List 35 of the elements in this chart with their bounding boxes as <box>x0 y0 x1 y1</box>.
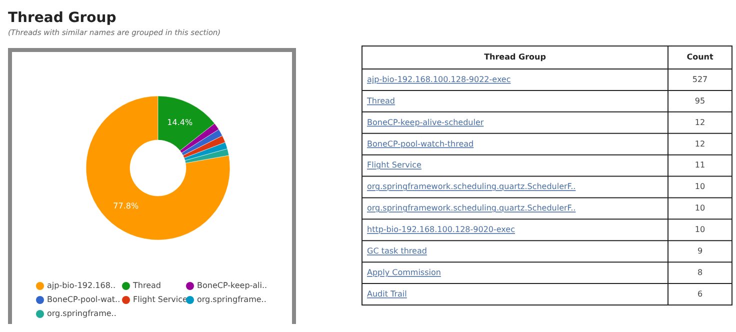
category-label: BoneCP-keep-alive-scheduler <box>367 118 484 127</box>
data-label: 6 <box>697 289 703 298</box>
category-label: BoneCP-pool-watch-thread <box>367 139 474 148</box>
data-label: 527 <box>692 74 708 84</box>
data-label: 10 <box>694 204 706 213</box>
category-label: Audit Trail <box>367 289 407 298</box>
data-label: 10 <box>694 225 706 234</box>
legend-label: Thread <box>132 281 161 290</box>
legend-label: BoneCP-pool-wat.. <box>47 295 120 304</box>
category-label: http-bio-192.168.100.128-9020-exec <box>367 225 515 234</box>
data-label: 77.8% <box>113 202 139 211</box>
legend-label: org.springframe.. <box>47 309 116 318</box>
text: Thread Group <box>484 52 546 62</box>
category-label: GC task thread <box>367 246 427 256</box>
category-label: Thread <box>366 96 395 106</box>
data-label: 10 <box>694 182 706 192</box>
data-label: 12 <box>694 118 706 127</box>
data-label: 8 <box>697 268 703 278</box>
legend-label: Flight Service <box>133 295 188 304</box>
legend-label: BoneCP-keep-ali.. <box>197 281 268 290</box>
legend-label: ajp-bio-192.168.. <box>47 281 116 290</box>
category-label: Apply Commission <box>367 268 441 278</box>
category-label: org.springframework.scheduling.quartz.SchedulerF.. <box>367 182 576 192</box>
category-label: org.springframework.scheduling.quartz.SchedulerF.. <box>367 204 576 213</box>
data-label: 9 <box>697 246 703 256</box>
data-label: 12 <box>694 139 706 148</box>
data-label: 11 <box>694 160 706 170</box>
category-label: ajp-bio-192.168.100.128-9022-exec <box>367 74 511 84</box>
category-label: Flight Service <box>367 160 422 170</box>
legend-label: org.springframe.. <box>197 295 266 304</box>
data-label: 14.4% <box>167 118 193 128</box>
data-label: 95 <box>694 96 706 106</box>
chart-title: Thread Group <box>8 10 116 26</box>
donut-slice <box>86 96 230 240</box>
text: Count <box>686 52 714 62</box>
